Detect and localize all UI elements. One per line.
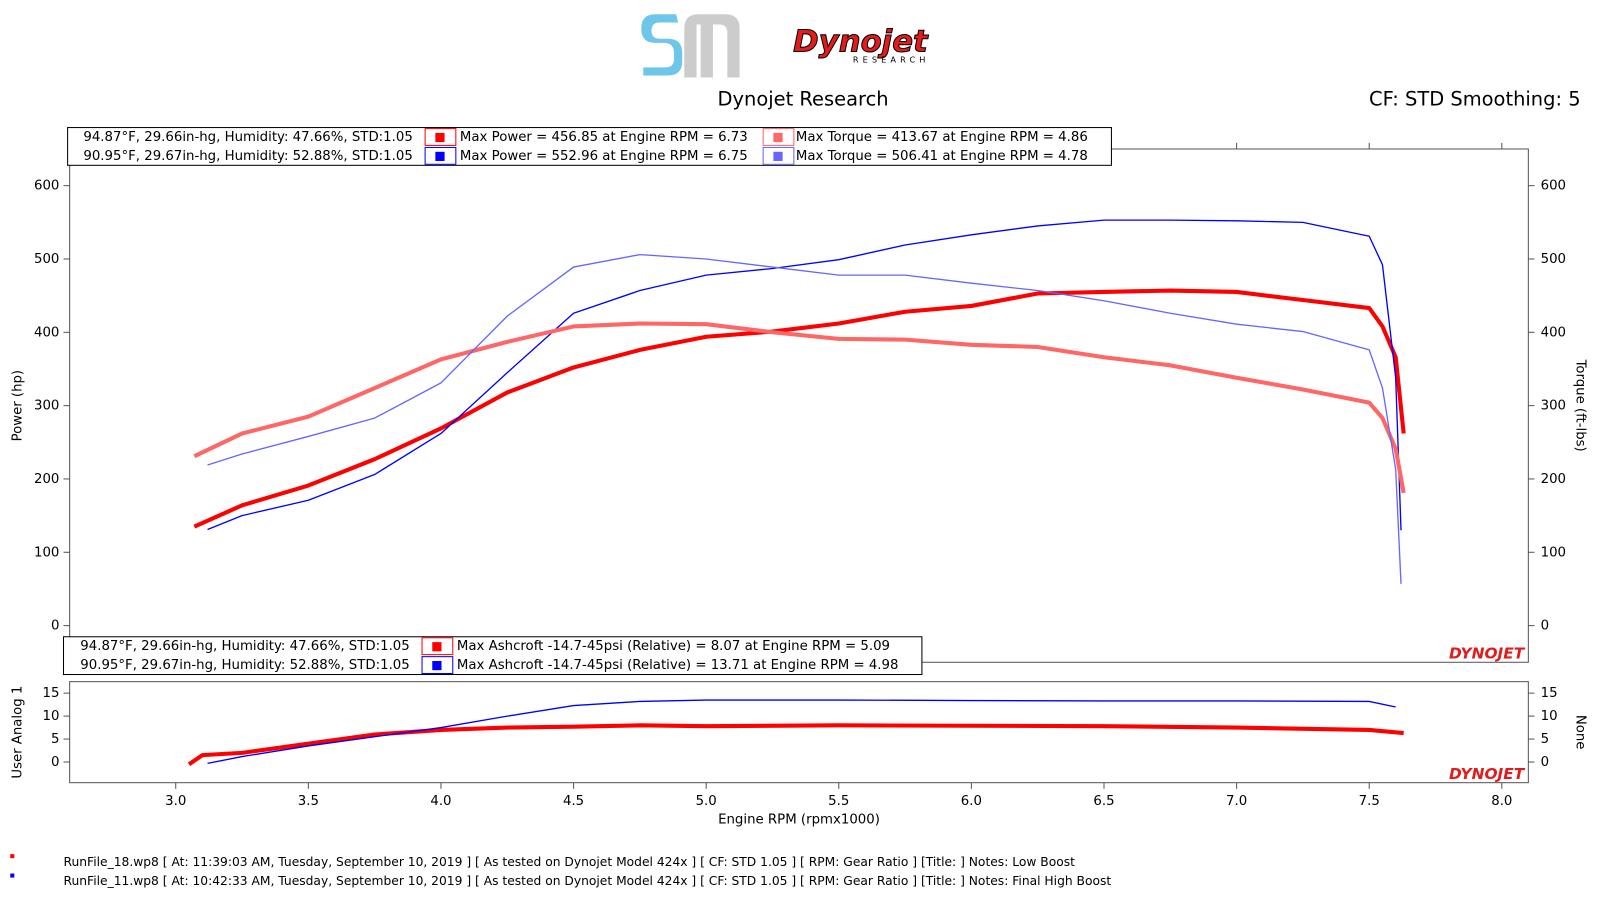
watermark: DYNOJET bbox=[1449, 765, 1526, 783]
x-tick-label: 4.5 bbox=[563, 794, 584, 809]
legend-cell bbox=[421, 656, 454, 675]
x-tick-label: 5.0 bbox=[696, 794, 717, 809]
x-axis-label: Engine RPM (rpmx1000) bbox=[718, 812, 880, 827]
y-axis-label: Power (hp) bbox=[10, 370, 25, 441]
series-line bbox=[193, 288, 1406, 529]
y2-axis-label: None bbox=[1573, 715, 1588, 750]
report-title: Dynojet Research bbox=[718, 88, 889, 111]
y-tick-label: 500 bbox=[34, 252, 59, 267]
y2-tick-label: 600 bbox=[1541, 179, 1566, 194]
y-tick-label: 600 bbox=[34, 179, 59, 194]
info-conditions: 90.95°F, 29.67in-hg, Humidity: 52.88%, S… bbox=[80, 658, 409, 673]
y-tick-label: 15 bbox=[42, 686, 59, 701]
y-tick-label: 400 bbox=[34, 325, 59, 340]
series-line bbox=[187, 723, 1404, 766]
legend-swatch bbox=[773, 151, 783, 161]
info-conditions: 94.87°F, 29.66in-hg, Humidity: 47.66%, S… bbox=[83, 130, 412, 145]
footer-line: RunFile_11.wp8 [ At: 10:42:33 AM, Tuesda… bbox=[64, 874, 1112, 888]
info-torque: Max Torque = 413.67 at Engine RPM = 4.86 bbox=[796, 130, 1088, 145]
y-tick-label: 0 bbox=[51, 619, 59, 634]
info-box bbox=[62, 636, 923, 676]
info-torque: Max Torque = 506.41 at Engine RPM = 4.78 bbox=[796, 149, 1088, 164]
series-line bbox=[207, 699, 1396, 765]
y2-tick-label: 15 bbox=[1541, 686, 1558, 701]
legend-cell bbox=[762, 128, 795, 146]
watermark: DYNOJET bbox=[1449, 645, 1526, 663]
footer-marker bbox=[10, 873, 15, 878]
plot-frame bbox=[69, 681, 1529, 784]
logo: Dynojet RESEARCH bbox=[641, 14, 930, 78]
logo-subtext: RESEARCH bbox=[853, 55, 930, 65]
legend-swatch bbox=[435, 151, 445, 161]
x-tick-label: 6.0 bbox=[961, 794, 982, 809]
y-tick-label: 0 bbox=[51, 755, 59, 770]
x-tick-label: 8.0 bbox=[1491, 794, 1512, 809]
y2-tick-label: 0 bbox=[1541, 619, 1549, 634]
x-tick-label: 3.0 bbox=[165, 794, 186, 809]
x-tick-label: 7.5 bbox=[1359, 794, 1380, 809]
y2-tick-label: 100 bbox=[1541, 545, 1566, 560]
y2-axis-label: Torque (ft-lbs) bbox=[1573, 359, 1588, 452]
info-power: Max Power = 552.96 at Engine RPM = 6.75 bbox=[460, 149, 748, 164]
y-tick-label: 5 bbox=[51, 732, 59, 747]
x-tick-label: 3.5 bbox=[298, 794, 319, 809]
plot-frame bbox=[69, 148, 1529, 663]
info-power: Max Power = 456.85 at Engine RPM = 6.73 bbox=[460, 130, 748, 145]
x-tick-label: 4.0 bbox=[430, 794, 451, 809]
y2-tick-label: 300 bbox=[1541, 399, 1566, 414]
legend-cell bbox=[424, 146, 457, 165]
info-conditions: 90.95°F, 29.67in-hg, Humidity: 52.88%, S… bbox=[83, 149, 412, 164]
y-tick-label: 200 bbox=[34, 472, 59, 487]
y2-tick-label: 0 bbox=[1541, 755, 1549, 770]
legend-cell bbox=[421, 637, 454, 656]
y2-tick-label: 10 bbox=[1541, 709, 1558, 724]
y2-tick-label: 200 bbox=[1541, 472, 1566, 487]
legend-swatch bbox=[432, 642, 442, 652]
legend-swatch bbox=[435, 132, 445, 143]
x-tick-label: 7.0 bbox=[1226, 794, 1247, 809]
y-tick-label: 10 bbox=[42, 709, 59, 724]
logo-text: Dynojet bbox=[793, 24, 929, 59]
y2-tick-label: 5 bbox=[1541, 732, 1549, 747]
y2-tick-label: 500 bbox=[1541, 252, 1566, 267]
legend-cell bbox=[762, 146, 795, 165]
legend-cell bbox=[424, 128, 457, 146]
y-axis-label: User Analog 1 bbox=[10, 686, 25, 779]
y-tick-label: 100 bbox=[34, 545, 59, 560]
info-max: Max Ashcroft -14.7-45psi (Relative) = 13… bbox=[457, 658, 899, 673]
info-conditions: 94.87°F, 29.66in-hg, Humidity: 47.66%, S… bbox=[80, 639, 409, 654]
x-tick-label: 5.5 bbox=[828, 794, 849, 809]
legend-swatch bbox=[432, 660, 442, 671]
y2-tick-label: 400 bbox=[1541, 325, 1566, 340]
x-tick-label: 6.5 bbox=[1093, 794, 1114, 809]
footer-line: RunFile_18.wp8 [ At: 11:39:03 AM, Tuesda… bbox=[64, 855, 1076, 869]
series-line bbox=[207, 253, 1402, 584]
info-max: Max Ashcroft -14.7-45psi (Relative) = 8.… bbox=[457, 639, 890, 654]
y-tick-label: 300 bbox=[34, 399, 59, 414]
series-line bbox=[207, 219, 1402, 531]
series-line bbox=[193, 321, 1406, 494]
info-box bbox=[67, 127, 1112, 166]
report-settings: CF: STD Smoothing: 5 bbox=[1369, 88, 1581, 111]
legend-swatch bbox=[773, 132, 783, 143]
footer-marker bbox=[10, 854, 15, 859]
